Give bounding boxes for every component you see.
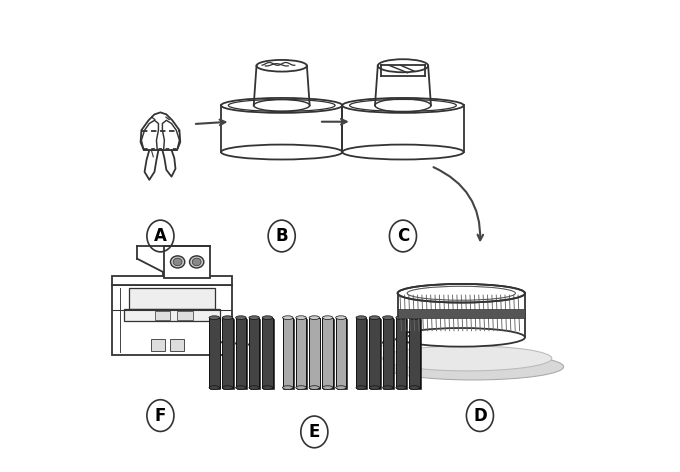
Ellipse shape xyxy=(369,386,379,389)
Bar xyxy=(310,319,320,389)
Text: E: E xyxy=(309,423,320,441)
Ellipse shape xyxy=(309,316,320,320)
Bar xyxy=(370,319,381,389)
Bar xyxy=(296,318,306,388)
Bar xyxy=(171,339,184,351)
Bar xyxy=(398,309,525,319)
Ellipse shape xyxy=(369,316,379,320)
Bar xyxy=(383,318,393,388)
Ellipse shape xyxy=(398,284,525,303)
Ellipse shape xyxy=(356,386,367,389)
Bar xyxy=(210,319,220,389)
Bar xyxy=(249,318,260,388)
Bar xyxy=(237,319,247,389)
Bar xyxy=(357,319,367,389)
Bar xyxy=(152,339,165,351)
Ellipse shape xyxy=(262,386,273,389)
Bar xyxy=(236,318,246,388)
Ellipse shape xyxy=(192,258,201,266)
Ellipse shape xyxy=(236,316,246,320)
Ellipse shape xyxy=(409,386,420,389)
Ellipse shape xyxy=(221,98,342,113)
Bar xyxy=(263,319,273,389)
Ellipse shape xyxy=(256,60,307,72)
Bar xyxy=(284,319,294,389)
Ellipse shape xyxy=(384,354,564,380)
Ellipse shape xyxy=(171,256,185,268)
Ellipse shape xyxy=(336,386,346,389)
Ellipse shape xyxy=(383,346,551,371)
Bar xyxy=(282,318,293,388)
Ellipse shape xyxy=(356,316,367,320)
Ellipse shape xyxy=(282,316,293,320)
Bar xyxy=(129,288,216,309)
Ellipse shape xyxy=(383,386,393,389)
Ellipse shape xyxy=(309,386,320,389)
Text: A: A xyxy=(154,227,167,245)
Bar xyxy=(410,319,420,389)
Bar xyxy=(336,318,346,388)
Ellipse shape xyxy=(336,316,346,320)
Ellipse shape xyxy=(282,386,293,389)
Ellipse shape xyxy=(342,98,464,113)
Ellipse shape xyxy=(249,316,260,320)
Ellipse shape xyxy=(296,386,306,389)
Bar xyxy=(112,276,233,285)
Bar xyxy=(309,318,320,388)
Bar xyxy=(369,318,379,388)
Ellipse shape xyxy=(222,316,233,320)
Ellipse shape xyxy=(209,386,220,389)
Bar xyxy=(323,319,334,389)
Ellipse shape xyxy=(262,316,273,320)
Ellipse shape xyxy=(190,256,204,268)
Ellipse shape xyxy=(249,386,260,389)
Bar xyxy=(396,318,407,388)
Bar xyxy=(356,318,367,388)
Ellipse shape xyxy=(222,386,233,389)
Bar xyxy=(222,318,233,388)
Bar xyxy=(164,246,210,278)
Bar xyxy=(250,319,260,389)
Ellipse shape xyxy=(322,386,333,389)
Bar xyxy=(223,319,234,389)
Text: B: B xyxy=(275,227,288,245)
Ellipse shape xyxy=(209,316,220,320)
Ellipse shape xyxy=(383,316,393,320)
Bar xyxy=(296,319,307,389)
Bar xyxy=(209,318,220,388)
Ellipse shape xyxy=(236,386,246,389)
Text: F: F xyxy=(155,406,166,425)
Bar xyxy=(337,319,347,389)
Ellipse shape xyxy=(396,316,407,320)
Bar xyxy=(262,318,273,388)
Bar xyxy=(396,319,407,389)
Text: C: C xyxy=(397,227,409,245)
Bar xyxy=(384,319,394,389)
Ellipse shape xyxy=(396,386,407,389)
Ellipse shape xyxy=(322,316,333,320)
Ellipse shape xyxy=(409,316,420,320)
Bar xyxy=(177,311,192,320)
Ellipse shape xyxy=(398,328,525,346)
Bar xyxy=(409,318,420,388)
Ellipse shape xyxy=(296,316,306,320)
Text: D: D xyxy=(473,406,487,425)
Ellipse shape xyxy=(378,59,428,72)
Bar xyxy=(112,285,233,355)
Ellipse shape xyxy=(173,258,182,266)
Bar xyxy=(124,309,220,321)
Bar xyxy=(322,318,333,388)
Bar xyxy=(154,311,171,320)
